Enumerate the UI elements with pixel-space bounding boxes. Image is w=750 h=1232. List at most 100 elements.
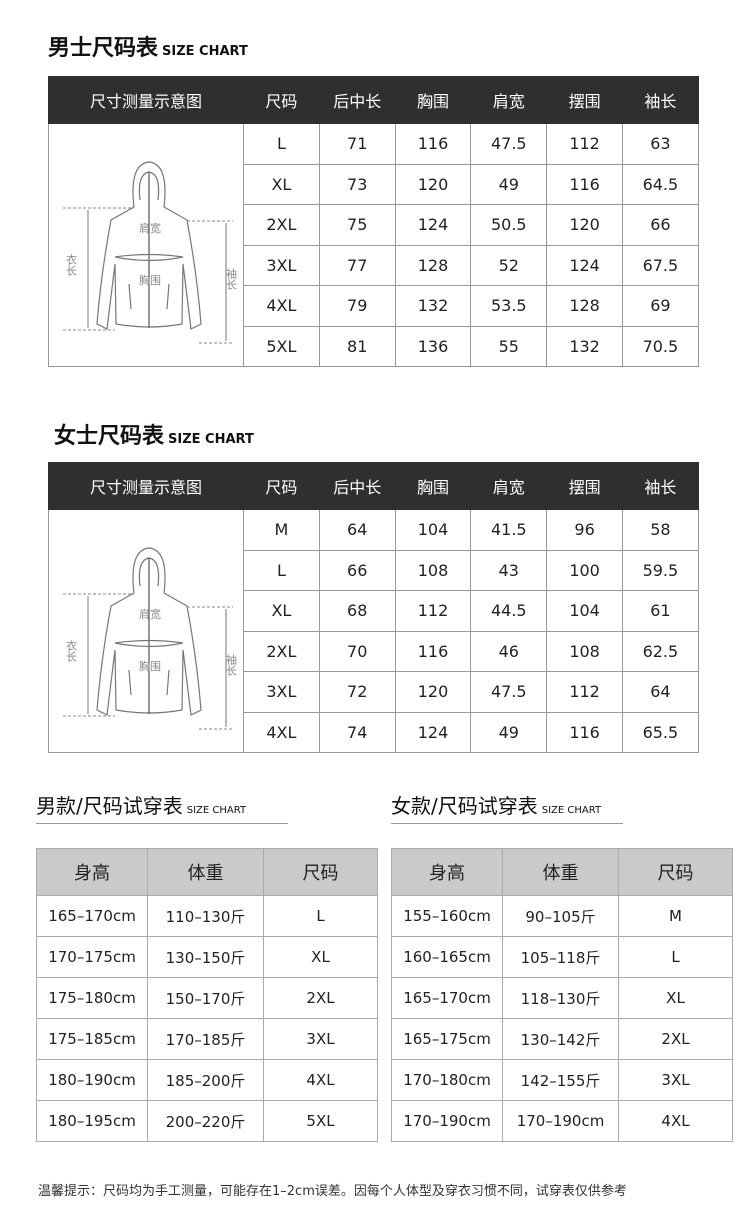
table-cell: 180–195cm [36, 1100, 148, 1142]
men-size-table: 尺寸测量示意图 尺码 后中长 胸围 肩宽 摆围 袖长 肩宽 胸围 衣长 袖长 L 71 116 4… [48, 76, 699, 367]
table-cell: XL [243, 590, 320, 632]
table-cell: 124 [546, 244, 623, 286]
table-cell: 200–220斤 [147, 1100, 264, 1142]
column-header: 摆围 [546, 76, 623, 124]
table-cell: 108 [546, 630, 623, 672]
table-cell: 62.5 [621, 630, 699, 672]
table-cell: 110–130斤 [147, 895, 264, 937]
column-header: 尺寸测量示意图 [48, 76, 244, 124]
table-cell: 68 [318, 590, 396, 632]
table-row: L 66 108 43 100 59.5 [49, 549, 699, 591]
jacket-measurement-diagram: 肩宽 胸围 衣长 袖长 [63, 161, 238, 344]
table-cell: 43 [470, 549, 548, 591]
table-cell: 2XL [618, 1018, 733, 1060]
chest-label: 胸围 [139, 273, 161, 287]
table-cell: 116 [546, 711, 623, 753]
table-cell: 130–142斤 [502, 1018, 619, 1060]
sleeve-label: 袖长 [225, 267, 238, 290]
table-cell: 66 [318, 549, 396, 591]
table-cell: 170–175cm [36, 936, 148, 978]
table-cell: 128 [394, 244, 472, 286]
table-cell: 4XL [243, 711, 320, 753]
table-cell: 2XL [243, 630, 320, 672]
table-cell: 124 [394, 204, 472, 246]
column-header: 体重 [502, 848, 619, 896]
table-cell: 160–165cm [391, 936, 503, 978]
column-header: 肩宽 [470, 76, 548, 124]
men-fit-table: 身高 体重 尺码 165–170cm 110–130斤 L 170–175cm 130–150… [36, 848, 378, 1142]
women-size-chart-title: 女士尺码表 SIZE CHART [54, 418, 254, 450]
table-cell: 49 [470, 711, 548, 753]
table-cell: L [263, 895, 378, 937]
table-cell: XL [243, 163, 320, 205]
shoulder-label: 肩宽 [139, 221, 161, 235]
sleeve-label: 袖长 [225, 653, 238, 676]
table-cell: 170–190cm [391, 1100, 503, 1142]
column-header: 尺码 [243, 76, 320, 124]
table-row: 180–195cm 200–220斤 5XL [36, 1100, 378, 1142]
diagram-cell: 肩宽 胸围 衣长 袖长 [48, 123, 244, 367]
table-cell: 185–200斤 [147, 1059, 264, 1101]
table-cell: 170–185斤 [147, 1018, 264, 1060]
table-cell: 64 [621, 671, 699, 713]
title-en: SIZE CHART [541, 805, 602, 816]
table-cell: M [243, 509, 320, 551]
length-label: 衣长 [65, 253, 78, 276]
table-cell: 175–185cm [36, 1018, 148, 1060]
table-cell: 71 [318, 123, 396, 165]
table-row: XL 68 112 44.5 104 61 [49, 590, 699, 632]
title-en: SIZE CHART [186, 805, 247, 816]
table-cell: 118–130斤 [502, 977, 619, 1019]
column-header: 后中长 [318, 462, 396, 510]
table-cell: 170–180cm [391, 1059, 503, 1101]
table-cell: 67.5 [621, 244, 699, 286]
table-row: 2XL 70 116 46 108 62.5 [49, 630, 699, 672]
table-cell: 112 [546, 671, 623, 713]
table-cell: 132 [546, 325, 623, 367]
table-row: 肩宽 胸围 衣长 袖长 L 71 116 47.5 112 63 [48, 123, 699, 367]
women-fit-table: 身高 体重 尺码 155–160cm 90–105斤 M 160–165cm 105–118斤… [391, 848, 733, 1142]
table-cell: L [243, 549, 320, 591]
table-row: 肩宽 胸围 衣长 袖长 M 64 104 41.5 96 58 [48, 509, 699, 753]
table-cell: 180–190cm [36, 1059, 148, 1101]
table-row: 175–185cm 170–185斤 3XL [36, 1018, 378, 1060]
table-cell: 128 [546, 285, 623, 327]
column-header: 体重 [147, 848, 264, 896]
table-cell: 41.5 [470, 509, 548, 551]
table-cell: 4XL [243, 285, 320, 327]
table-cell: 3XL [618, 1059, 733, 1101]
table-cell: 165–170cm [36, 895, 148, 937]
table-cell: 61 [621, 590, 699, 632]
header-row: 尺寸测量示意图 尺码 后中长 胸围 肩宽 摆围 袖长 [48, 462, 699, 510]
table-cell: 120 [546, 204, 623, 246]
table-row: 4XL 74 124 49 116 65.5 [49, 711, 699, 753]
table-cell: 175–180cm [36, 977, 148, 1019]
table-cell: 2XL [263, 977, 378, 1019]
table-cell: 120 [394, 163, 472, 205]
table-cell: 55 [470, 325, 548, 367]
table-cell: 47.5 [470, 123, 548, 165]
table-cell: L [618, 936, 733, 978]
table-cell: M [618, 895, 733, 937]
column-header: 胸围 [394, 462, 472, 510]
header-row: 身高 体重 尺码 [36, 848, 378, 896]
title-en: SIZE CHART [168, 432, 254, 447]
table-cell: 72 [318, 671, 396, 713]
table-cell: 165–170cm [391, 977, 503, 1019]
table-cell: 50.5 [470, 204, 548, 246]
table-cell: 108 [394, 549, 472, 591]
men-size-chart-title: 男士尺码表 SIZE CHART [48, 30, 248, 62]
table-cell: 116 [394, 630, 472, 672]
table-row: 4XL 79 132 53.5 128 69 [49, 285, 699, 327]
title-en: SIZE CHART [162, 44, 248, 59]
table-cell: 46 [470, 630, 548, 672]
table-cell: 136 [394, 325, 472, 367]
table-cell: 75 [318, 204, 396, 246]
table-row: 175–180cm 150–170斤 2XL [36, 977, 378, 1019]
length-label: 衣长 [65, 639, 78, 662]
column-header: 身高 [36, 848, 148, 896]
footnote: 温馨提示：尺码均为手工测量，可能存在1–2cm误差。因每个人体型及穿衣习惯不同，… [38, 1184, 627, 1199]
table-cell: 79 [318, 285, 396, 327]
table-cell: 104 [394, 509, 472, 551]
table-cell: 104 [546, 590, 623, 632]
